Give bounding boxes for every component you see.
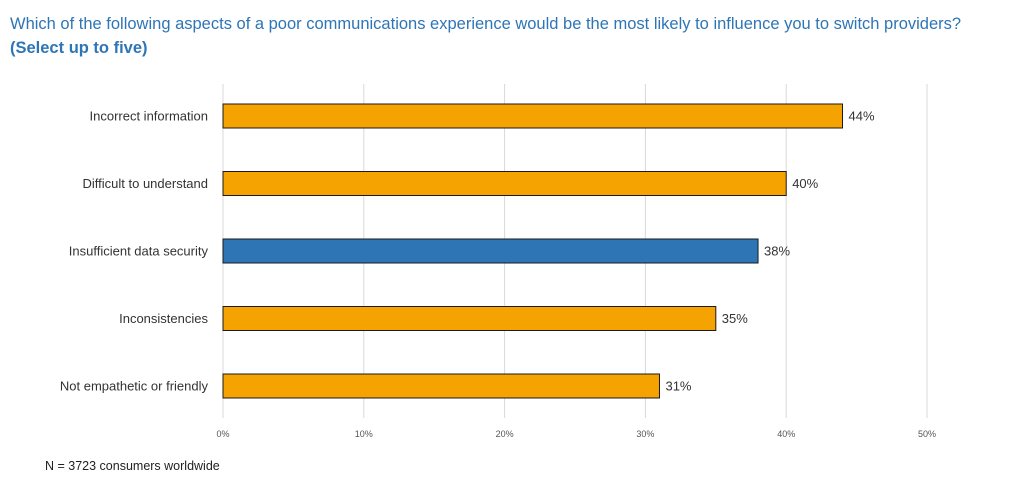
footnote: N = 3723 consumers worldwide (45, 459, 220, 473)
value-label: 44% (849, 109, 875, 124)
value-label: 38% (764, 244, 790, 259)
category-label: Not empathetic or friendly (60, 379, 209, 394)
bar (222, 103, 844, 129)
category-label: Incorrect information (90, 109, 209, 124)
x-tick-label: 40% (777, 429, 795, 439)
value-label: 40% (792, 176, 818, 191)
bar (222, 306, 717, 331)
x-tick-label: 50% (918, 429, 936, 439)
bar (222, 238, 759, 264)
chart-title-text: Which of the following aspects of a poor… (10, 15, 962, 33)
bar (222, 171, 787, 196)
bar (222, 373, 660, 399)
x-tick-label: 30% (636, 429, 654, 439)
category-label: Inconsistencies (119, 311, 208, 326)
chart-title: Which of the following aspects of a poor… (10, 12, 1000, 60)
x-tick-label: 10% (355, 429, 373, 439)
chart-title-emphasis: (Select up to five) (10, 39, 148, 57)
x-tick-label: 0% (216, 429, 229, 439)
value-label: 35% (722, 311, 748, 326)
category-label: Insufficient data security (69, 244, 209, 259)
value-label: 31% (665, 379, 691, 394)
category-label: Difficult to understand (83, 176, 209, 191)
x-tick-label: 20% (496, 429, 514, 439)
